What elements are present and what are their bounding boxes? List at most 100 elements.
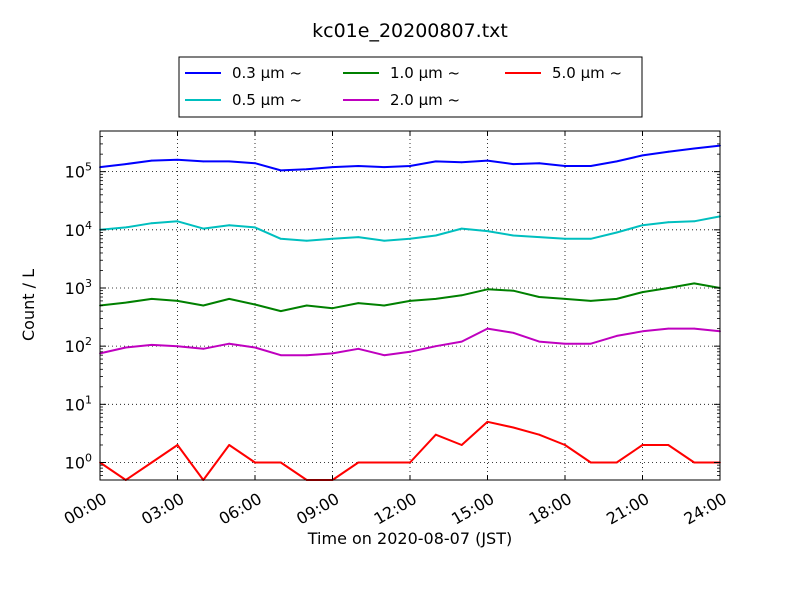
series-point — [641, 330, 644, 333]
series-point — [409, 461, 411, 464]
x-tick-labels: 00:00 03:00 06:00 09:00 12:00 15:00 18:00 21:00… — [61, 489, 730, 529]
legend-label-1: 0.5 µm ~ — [232, 91, 302, 109]
series-point — [641, 444, 644, 446]
series-point — [228, 298, 231, 300]
series-point — [564, 342, 566, 345]
series-point — [667, 287, 670, 289]
series-point — [667, 444, 670, 446]
series-point — [409, 165, 411, 167]
chart-title: kc01e_20200807.txt — [312, 20, 508, 42]
series-point — [693, 282, 696, 285]
series-point — [460, 294, 463, 297]
series-point — [305, 304, 308, 307]
y-tick-label: 102 — [65, 335, 92, 356]
series-point — [331, 352, 334, 355]
legend-frame — [178, 56, 643, 118]
series-point — [641, 154, 644, 157]
x-tick-label: 12:00 — [371, 489, 420, 529]
series-point — [228, 224, 231, 227]
series-point — [176, 300, 179, 302]
series-point — [538, 340, 541, 343]
series-point — [202, 304, 205, 307]
series-point — [124, 226, 127, 229]
series-point — [589, 300, 592, 302]
series-point — [279, 354, 282, 357]
series-point — [331, 166, 334, 169]
series-point — [409, 300, 411, 302]
y-tick-label: 105 — [65, 161, 92, 182]
series-point — [176, 220, 179, 223]
series-point — [434, 160, 437, 163]
y-tick-labels: 100 101 102 103 104 105 — [65, 161, 92, 473]
series-point — [486, 288, 489, 291]
series-point — [667, 221, 670, 224]
x-axis-label: Time on 2020-08-07 (JST) — [307, 529, 512, 548]
legend-label-4: 5.0 µm ~ — [552, 64, 622, 82]
x-tick-label: 15:00 — [448, 489, 497, 529]
series-point — [512, 426, 515, 429]
series-point — [357, 236, 360, 239]
series-point — [357, 165, 360, 167]
series-point — [564, 444, 566, 446]
series-point — [538, 236, 541, 239]
series-point — [305, 239, 308, 242]
series-point — [589, 165, 592, 167]
series-point — [409, 237, 411, 240]
series-point — [202, 227, 205, 230]
y-tick-label: 104 — [65, 219, 92, 240]
series-point — [279, 461, 282, 464]
series-point — [383, 239, 386, 242]
series-point — [176, 444, 179, 446]
series-point — [512, 289, 515, 292]
series-point — [512, 331, 515, 334]
series-point — [434, 298, 437, 300]
legend-label-0: 0.3 µm ~ — [232, 64, 302, 82]
series-point — [279, 169, 282, 172]
plot-area — [99, 130, 721, 481]
series-point — [564, 237, 566, 240]
series-point — [383, 461, 386, 464]
series-point — [279, 237, 282, 240]
x-tick-label: 03:00 — [138, 489, 187, 529]
series-point — [331, 307, 334, 310]
series-point — [615, 160, 618, 163]
series-point — [254, 162, 256, 165]
series-point — [150, 222, 153, 225]
series-point — [357, 461, 360, 464]
series-point — [641, 224, 644, 227]
y-axis-label: Count / L — [19, 269, 38, 341]
series-point — [538, 433, 541, 436]
series-point — [279, 310, 282, 312]
series-point — [150, 461, 153, 464]
x-tick-label: 09:00 — [293, 489, 342, 529]
series-point — [667, 327, 670, 330]
series-point — [486, 159, 489, 162]
series-point — [693, 147, 696, 150]
series-point — [693, 220, 696, 223]
series-point — [486, 230, 489, 233]
legend: 0.3 µm ~ 0.5 µm ~ 1.0 µm ~ 2.0 µm ~ 5.0 µm ~ — [178, 56, 643, 118]
x-tick-label: 24:00 — [681, 489, 730, 529]
series-point — [176, 345, 179, 348]
series-point — [538, 162, 541, 165]
series-point — [202, 347, 205, 350]
series-point — [357, 347, 360, 350]
x-tick-label: 18:00 — [526, 489, 575, 529]
series-point — [434, 345, 437, 348]
series-point — [486, 327, 489, 330]
series-point — [383, 354, 386, 357]
series-point — [693, 461, 696, 464]
series-point — [615, 231, 618, 234]
series-point — [228, 342, 231, 345]
x-tick-label: 06:00 — [216, 489, 265, 529]
series-point — [460, 444, 463, 446]
series-point — [693, 327, 696, 330]
series-point — [589, 342, 592, 345]
series-point — [176, 158, 179, 161]
series-point — [254, 346, 256, 349]
series-point — [615, 298, 618, 300]
x-tick-label: 21:00 — [603, 489, 652, 529]
series-point — [254, 461, 256, 464]
y-tick-label: 101 — [65, 393, 92, 414]
